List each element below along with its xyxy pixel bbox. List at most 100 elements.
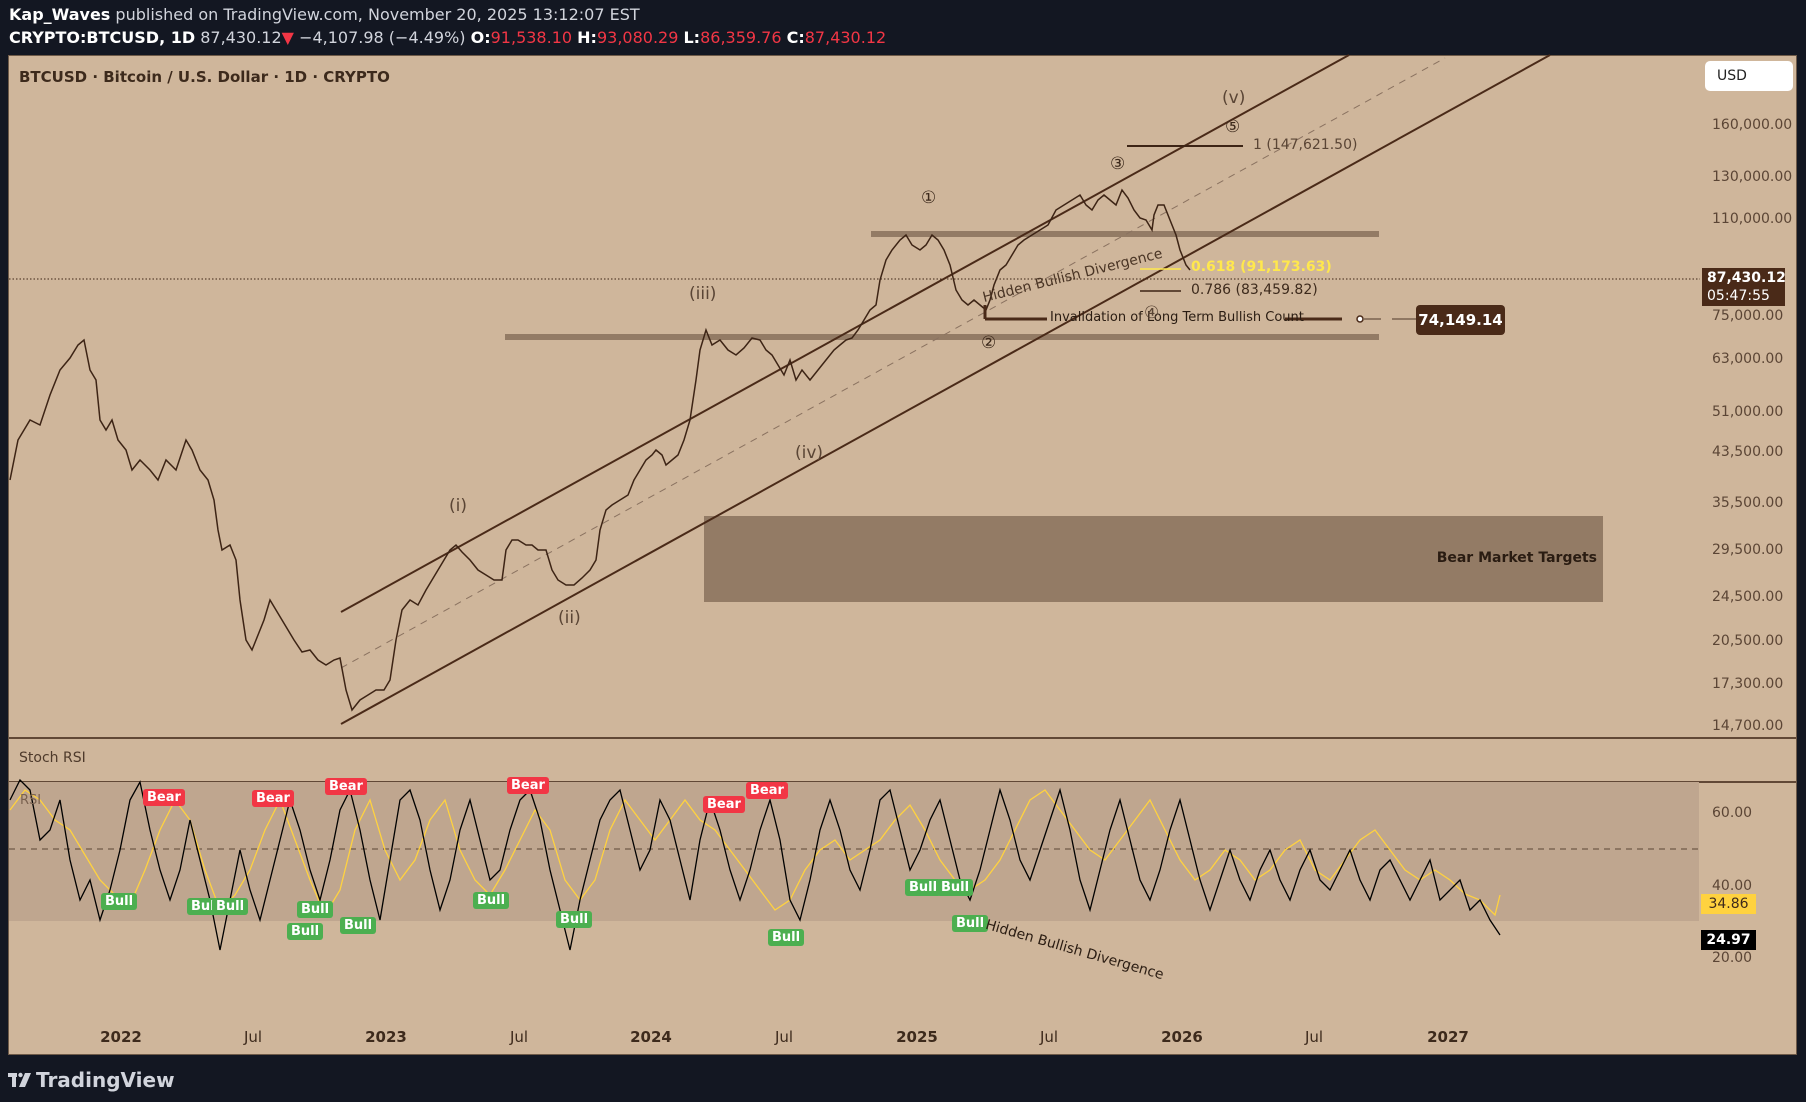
time-tick: Jul xyxy=(1039,1028,1059,1046)
channel-median-line xyxy=(340,57,1446,669)
channel-upper-line xyxy=(340,54,1350,613)
fib-1-label: 1 (147,621.50) xyxy=(1253,137,1358,153)
tradingview-logo[interactable]: TradingView xyxy=(8,1068,175,1092)
rsi-tick: 60.00 xyxy=(1712,805,1753,821)
price-tick: 130,000.00 xyxy=(1712,169,1793,185)
channel-lower-line xyxy=(340,54,1551,725)
last-price: 87,430.12 xyxy=(200,28,282,47)
bull-signal: Bull xyxy=(101,893,138,910)
publish-text: published on TradingView.com, November 2… xyxy=(115,5,640,24)
bear-signal: Bear xyxy=(143,789,185,806)
fib-0618-label: 0.618 (91,173.63) xyxy=(1191,259,1332,275)
currency-button[interactable]: USD xyxy=(1705,61,1793,91)
bull-signal: Bull xyxy=(556,911,593,928)
time-tick: Jul xyxy=(1304,1028,1324,1046)
close-label: C: xyxy=(786,28,805,47)
chart-title: BTCUSD · Bitcoin / U.S. Dollar · 1D · CR… xyxy=(19,68,390,86)
bull-signal: Bull xyxy=(952,915,989,932)
low-value: 86,359.76 xyxy=(700,28,782,47)
bull-signal: Bull xyxy=(340,917,377,934)
bull-signal: Bull xyxy=(212,898,249,915)
wave-label-ii: (ii) xyxy=(558,608,581,628)
open-value: 91,538.10 xyxy=(490,28,573,47)
price-tick: 110,000.00 xyxy=(1712,211,1793,227)
time-tick: 2025 xyxy=(896,1028,938,1046)
price-tick: 160,000.00 xyxy=(1712,117,1793,133)
stoch-d-value-badge: 24.97 xyxy=(1701,930,1756,950)
time-tick: 2023 xyxy=(365,1028,407,1046)
price-tick: 63,000.00 xyxy=(1712,351,1784,367)
tradingview-brand: TradingView xyxy=(36,1068,175,1092)
support-zone xyxy=(505,334,1379,340)
price-tick: 35,500.00 xyxy=(1712,495,1784,511)
time-tick: 2024 xyxy=(630,1028,672,1046)
wave-circle-2: ② xyxy=(981,333,997,353)
wave-circle-3: ③ xyxy=(1110,154,1126,174)
time-tick: 2022 xyxy=(100,1028,142,1046)
bear-signal: Bear xyxy=(703,796,745,813)
bear-signal: Bear xyxy=(507,777,549,794)
price-tick: 20,500.00 xyxy=(1712,633,1784,649)
price-tick: 75,000.00 xyxy=(1712,308,1784,324)
price-tick: 24,500.00 xyxy=(1712,589,1784,605)
bear-market-targets-label: Bear Market Targets xyxy=(1436,550,1597,566)
bar-countdown: 05:47:55 xyxy=(1707,288,1770,304)
high-value: 93,080.29 xyxy=(596,28,679,47)
bull-signal: Bull xyxy=(473,892,510,909)
wave-circle-5: ⑤ xyxy=(1225,117,1241,137)
stoch-k-line xyxy=(9,789,1501,917)
bear-market-targets-zone: Bear Market Targets xyxy=(704,516,1603,602)
symbol-name: CRYPTO:BTCUSD, 1D xyxy=(9,28,196,47)
invalidation-handle xyxy=(1356,315,1364,323)
close-value: 87,430.12 xyxy=(804,28,887,47)
bear-signal: Bear xyxy=(325,778,367,795)
bear-signal: Bear xyxy=(746,782,788,799)
current-price-value: 87,430.12 xyxy=(1707,270,1786,286)
time-tick: 2027 xyxy=(1427,1028,1469,1046)
price-tick: 29,500.00 xyxy=(1712,542,1784,558)
author-name[interactable]: Kap_Waves xyxy=(9,5,111,24)
low-label: L: xyxy=(683,28,701,47)
stoch-d-line xyxy=(9,778,1501,951)
wave-label-iv: (iv) xyxy=(795,443,824,463)
time-tick: 2026 xyxy=(1161,1028,1203,1046)
bull-signal: Bul xyxy=(187,898,219,915)
invalidation-price-tag[interactable]: 74,149.14 xyxy=(1416,305,1505,335)
fib-0786-label: 0.786 (83,459.82) xyxy=(1191,282,1318,298)
stoch-k-value-badge: 34.86 xyxy=(1701,894,1756,914)
symbol-info-line: CRYPTO:BTCUSD, 1D 87,430.12▼ −4,107.98 (… xyxy=(9,28,886,47)
high-label: H: xyxy=(577,28,597,47)
wave-circle-4: ④ xyxy=(1144,303,1160,323)
rsi-tick: 40.00 xyxy=(1712,878,1753,894)
invalidation-label: Invalidation of Long Term Bullish Count xyxy=(1050,310,1304,325)
price-change: −4,107.98 (−4.49%) xyxy=(299,28,466,47)
wave-label-v: (v) xyxy=(1222,88,1246,108)
time-tick: Jul xyxy=(509,1028,529,1046)
price-tick: 14,700.00 xyxy=(1712,718,1784,734)
wave-label-iii: (iii) xyxy=(689,284,717,304)
price-tick: 51,000.00 xyxy=(1712,404,1784,420)
bull-signal: Bull xyxy=(287,923,324,940)
rsi-faint-label: RSI xyxy=(20,793,42,808)
stoch-rsi-title[interactable]: Stoch RSI xyxy=(19,750,86,766)
down-arrow-icon: ▼ xyxy=(281,28,294,47)
open-label: O: xyxy=(470,28,491,47)
bear-signal: Bear xyxy=(252,790,294,807)
bull-signal: Bull xyxy=(905,879,942,896)
rsi-tick: 20.00 xyxy=(1712,950,1753,966)
wave-label-i: (i) xyxy=(449,496,467,516)
tradingview-logo-icon xyxy=(8,1072,31,1087)
price-tick: 43,500.00 xyxy=(1712,444,1784,460)
price-series xyxy=(9,188,1191,712)
resistance-zone xyxy=(871,231,1379,237)
time-tick: Jul xyxy=(243,1028,263,1046)
bull-signal: Bull xyxy=(768,929,805,946)
bull-signal: Bull xyxy=(297,901,334,918)
bull-signal: Bull xyxy=(937,879,974,896)
time-tick: Jul xyxy=(774,1028,794,1046)
price-tick: 17,300.00 xyxy=(1712,676,1784,692)
wave-circle-1: ① xyxy=(921,188,937,208)
publish-info: Kap_Waves published on TradingView.com, … xyxy=(9,5,640,24)
current-price-badge: 87,430.12 05:47:55 xyxy=(1702,268,1786,306)
